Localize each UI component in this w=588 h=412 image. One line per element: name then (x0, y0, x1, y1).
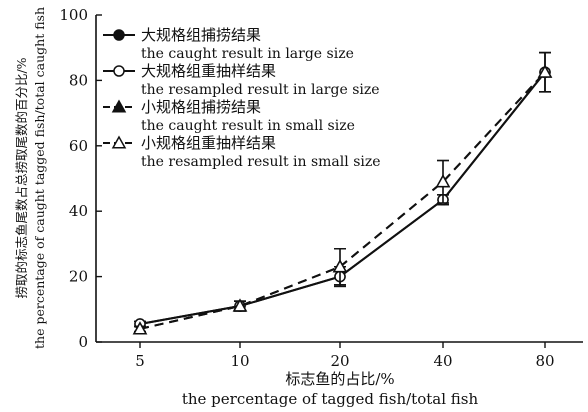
legend-label-en: the caught result in large size (141, 46, 354, 62)
legend-label-zh: 大规格组重抽样结果 (141, 62, 276, 80)
y-axis-label-zh: 捞取的标志鱼尾数占总捞取尾数的百分比/% (14, 57, 29, 298)
x-tick-label: 5 (135, 352, 145, 370)
series-4 (132, 51, 553, 335)
legend: 大规格组捕捞结果 the caught result in large size大… (103, 26, 381, 170)
x-axis-ticks: 5 10 20 40 80 (135, 342, 555, 370)
legend-label-zh: 大规格组捕捞结果 (141, 26, 261, 44)
x-tick-label: 80 (535, 352, 554, 370)
y-axis-label-en: the percentage of caught tagged fish/tot… (32, 7, 47, 349)
legend-label-en: the resampled result in large size (141, 82, 380, 98)
legend-item-1: 大规格组捕捞结果 the caught result in large size (103, 26, 354, 62)
legend-item-4: 小规格组重抽样结果 the resampled result in small s… (103, 134, 381, 170)
data-point (537, 64, 553, 78)
data-point (132, 321, 148, 335)
x-axis-label-en: the percentage of tagged fish/total fish (182, 390, 479, 408)
data-point (332, 259, 348, 273)
legend-marker (111, 135, 127, 149)
legend-marker (111, 99, 127, 113)
y-tick-label: 0 (78, 333, 88, 351)
legend-label-en: the caught result in small size (141, 118, 355, 134)
data-point (435, 174, 451, 188)
legend-label-en: the resampled result in small size (141, 154, 381, 170)
legend-marker (113, 29, 125, 41)
series-layer (132, 51, 553, 335)
legend-item-2: 大规格组重抽样结果 the resampled result in large s… (103, 62, 380, 98)
y-tick-label: 40 (69, 202, 88, 220)
legend-item-3: 小规格组捕捞结果 the caught result in small size (103, 98, 355, 134)
axis-labels: 标志鱼的占比/% the percentage of tagged fish/to… (14, 7, 478, 408)
y-tick-label: 20 (69, 268, 88, 286)
x-axis-label-zh: 标志鱼的占比/% (285, 370, 394, 388)
x-tick-label: 10 (230, 352, 249, 370)
y-tick-label: 60 (69, 137, 88, 155)
legend-marker (113, 65, 125, 77)
data-point (232, 298, 248, 312)
y-tick-label: 100 (59, 6, 88, 24)
x-tick-label: 40 (433, 352, 452, 370)
legend-label-zh: 小规格组捕捞结果 (141, 98, 261, 116)
x-tick-label: 20 (330, 352, 349, 370)
y-axis-ticks: 0 20 40 60 80 100 (59, 6, 102, 351)
legend-label-zh: 小规格组重抽样结果 (141, 134, 276, 152)
y-tick-label: 80 (69, 71, 88, 89)
